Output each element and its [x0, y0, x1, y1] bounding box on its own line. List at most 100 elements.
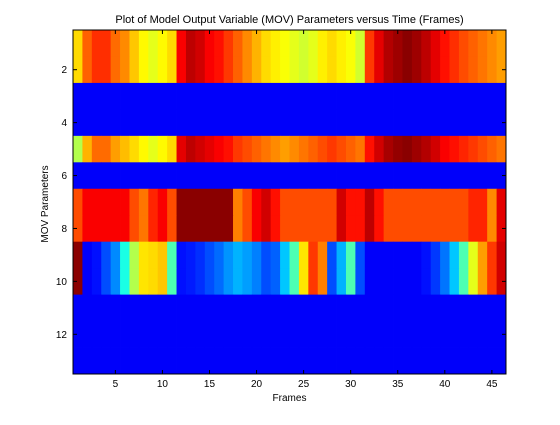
- heatmap-cell: [242, 56, 253, 84]
- heatmap-cell: [477, 294, 488, 322]
- heatmap-cell: [233, 241, 243, 269]
- heatmap-cell: [355, 135, 366, 163]
- heatmap-cell: [261, 162, 272, 190]
- heatmap-cell: [91, 56, 102, 84]
- heatmap-cell: [195, 321, 206, 348]
- heatmap-cell: [458, 109, 469, 137]
- heatmap-cell: [458, 188, 469, 216]
- heatmap-cell: [289, 321, 300, 348]
- heatmap-cell: [440, 162, 450, 190]
- heatmap-cell: [449, 321, 460, 348]
- heatmap-cell: [345, 162, 356, 190]
- heatmap-cell: [223, 82, 234, 110]
- heatmap-cell: [364, 188, 375, 216]
- heatmap-cell: [411, 162, 422, 190]
- heatmap-cell: [345, 188, 356, 216]
- heatmap-cell: [157, 188, 168, 216]
- heatmap-cell: [195, 82, 206, 110]
- heatmap-cell: [374, 188, 385, 216]
- heatmap-cell: [233, 294, 243, 322]
- heatmap-cell: [458, 215, 469, 243]
- heatmap-cell: [214, 347, 225, 375]
- heatmap-cell: [91, 109, 102, 137]
- heatmap-cell: [364, 268, 375, 296]
- heatmap-cell: [120, 188, 130, 216]
- heatmap-cell: [120, 294, 130, 322]
- heatmap-cell: [430, 109, 441, 137]
- heatmap-cell: [101, 268, 112, 296]
- heatmap-cell: [82, 30, 93, 57]
- chart-title: Plot of Model Output Variable (MOV) Para…: [115, 14, 463, 26]
- heatmap-cell: [214, 56, 225, 84]
- heatmap-cell: [233, 56, 243, 84]
- heatmap-cell: [129, 268, 140, 296]
- heatmap-cell: [261, 294, 272, 322]
- heatmap-cell: [449, 241, 460, 269]
- heatmap-cell: [402, 268, 413, 296]
- heatmap-cell: [101, 162, 112, 190]
- heatmap-cell: [317, 82, 328, 110]
- heatmap-cell: [487, 321, 497, 348]
- heatmap-cell: [345, 321, 356, 348]
- heatmap-cell: [345, 30, 356, 57]
- heatmap-cell: [129, 109, 140, 137]
- heatmap-cell: [468, 109, 479, 137]
- heatmap-cell: [468, 30, 479, 57]
- heatmap-cell: [204, 347, 215, 375]
- heatmap-cell: [204, 241, 215, 269]
- heatmap-cell: [233, 347, 243, 375]
- heatmap-cell: [167, 135, 177, 163]
- heatmap-cell: [110, 268, 121, 296]
- heatmap-cell: [204, 268, 215, 296]
- heatmap-cell: [251, 162, 262, 190]
- heatmap-cell: [421, 162, 432, 190]
- heatmap-cell: [214, 294, 225, 322]
- heatmap-cell: [176, 294, 187, 322]
- heatmap-cell: [430, 215, 441, 243]
- heatmap-cell: [355, 30, 366, 57]
- heatmap-cell: [327, 321, 337, 348]
- heatmap-cell: [138, 294, 149, 322]
- heatmap-cell: [91, 347, 102, 375]
- heatmap-cell: [280, 215, 290, 243]
- heatmap-cell: [468, 241, 479, 269]
- heatmap-cell: [458, 321, 469, 348]
- heatmap-cell: [176, 109, 187, 137]
- heatmap-cell: [120, 82, 130, 110]
- heatmap-cell: [167, 294, 177, 322]
- heatmap-cell: [242, 241, 253, 269]
- heatmap-cell: [138, 268, 149, 296]
- heatmap-cell: [308, 268, 319, 296]
- heatmap-cell: [440, 321, 450, 348]
- heatmap-cell: [411, 82, 422, 110]
- heatmap-cell: [185, 347, 196, 375]
- heatmap-cell: [477, 82, 488, 110]
- heatmap-cell: [336, 321, 347, 348]
- heatmap-cell: [223, 162, 234, 190]
- heatmap-cell: [195, 347, 206, 375]
- heatmap-cell: [327, 215, 337, 243]
- heatmap-cell: [138, 56, 149, 84]
- heatmap-cell: [345, 56, 356, 84]
- heatmap-cell: [91, 294, 102, 322]
- heatmap-cell: [223, 30, 234, 57]
- heatmap-cell: [195, 294, 206, 322]
- heatmap-cell: [204, 294, 215, 322]
- heatmap-cell: [148, 109, 159, 137]
- heatmap-cell: [393, 241, 403, 269]
- heatmap-cell: [468, 82, 479, 110]
- y-tick-label: 4: [61, 118, 67, 129]
- heatmap-cell: [148, 268, 159, 296]
- heatmap-cell: [327, 268, 337, 296]
- heatmap-cell: [496, 56, 507, 84]
- heatmap-cell: [204, 30, 215, 57]
- heatmap-cell: [430, 135, 441, 163]
- heatmap-cell: [355, 294, 366, 322]
- heatmap-cell: [449, 135, 460, 163]
- heatmap-cell: [91, 82, 102, 110]
- heatmap-cell: [383, 30, 394, 57]
- heatmap-cell: [176, 268, 187, 296]
- heatmap-cell: [110, 321, 121, 348]
- heatmap-cell: [308, 188, 319, 216]
- heatmap-cell: [308, 135, 319, 163]
